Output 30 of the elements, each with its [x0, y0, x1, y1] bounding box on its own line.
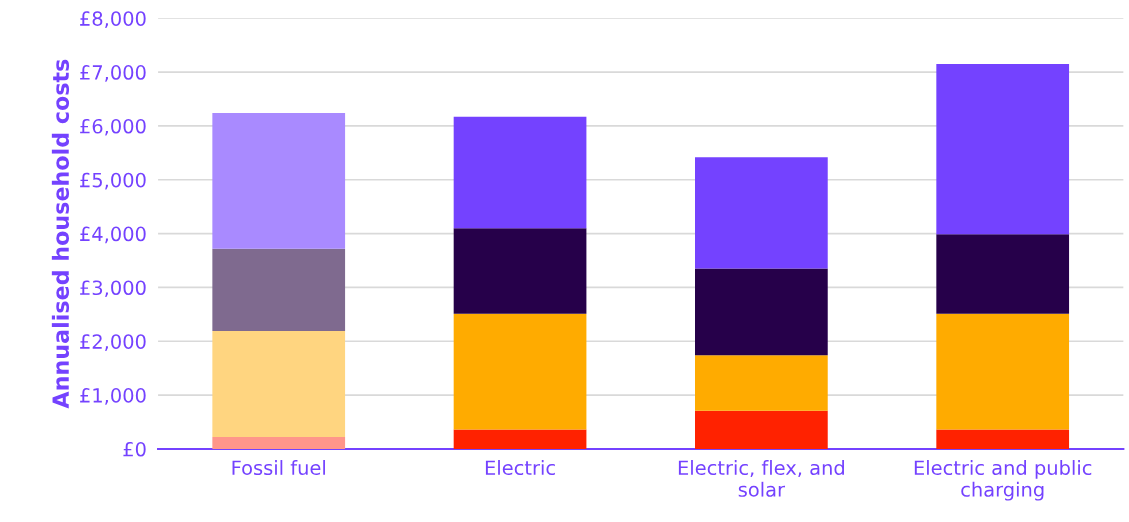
x-tick-label: Fossil fuel: [232, 460, 325, 476]
y-tick-label: £5,000: [80, 172, 146, 190]
bar: [936, 313, 1070, 430]
bar: [212, 437, 346, 449]
y-tick-label: £1,000: [80, 388, 146, 405]
bar: [695, 410, 828, 449]
x-tick-label: Electric, flex, and solar: [678, 460, 844, 497]
bar: [695, 268, 828, 356]
bar: [212, 248, 346, 332]
y-tick-label: £4,000: [80, 226, 146, 244]
y-tick-label: £6,000: [80, 118, 146, 136]
bar: [453, 313, 587, 430]
y-tick-label: £0: [123, 441, 146, 457]
bar: [212, 113, 346, 249]
y-tick-label: £7,000: [80, 65, 146, 82]
y-axis-title: Annualised household costs: [51, 59, 70, 409]
bar: [695, 355, 828, 411]
bar: [453, 228, 587, 314]
bar: [695, 157, 828, 269]
bar: [936, 64, 1070, 235]
y-tick-label: £2,000: [80, 334, 146, 351]
x-tick-label: Electric and public charging: [914, 460, 1092, 501]
y-tick-label: £3,000: [80, 280, 146, 298]
x-tick-label: Electric: [485, 460, 555, 476]
y-tick-label: £8,000: [80, 11, 146, 28]
bar: [936, 234, 1070, 314]
bar: [453, 116, 587, 229]
bar: [936, 429, 1070, 449]
bar: [453, 429, 587, 449]
bar: [212, 331, 346, 438]
